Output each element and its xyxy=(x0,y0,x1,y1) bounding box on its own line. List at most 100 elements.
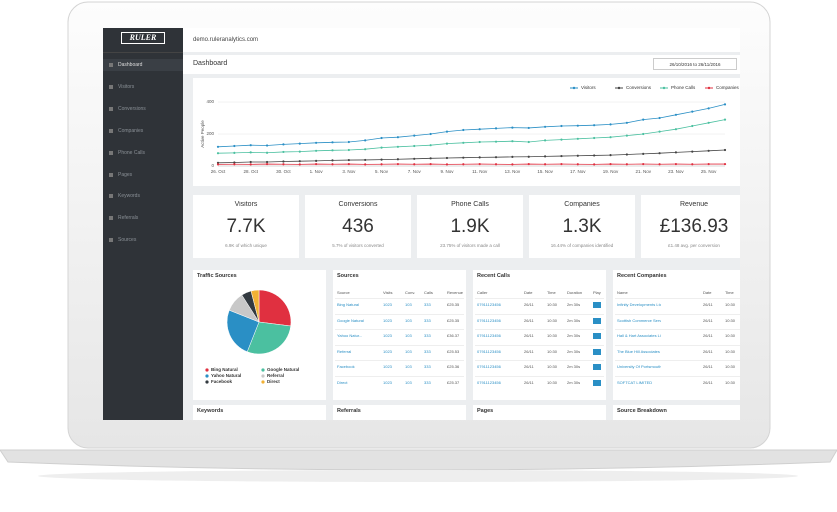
data-point xyxy=(478,140,481,144)
data-point xyxy=(445,156,449,160)
data-point xyxy=(413,157,416,160)
data-point xyxy=(298,163,301,166)
row-divider xyxy=(615,360,740,361)
play-button[interactable] xyxy=(593,348,601,355)
data-point xyxy=(347,148,350,152)
cell[interactable]: Direct xyxy=(337,379,348,385)
panel-title: Keywords xyxy=(197,408,224,414)
cell[interactable]: SOFTCAT LIMITED xyxy=(617,379,653,385)
kpi-card: Companies 1.3K 16.44% of companies identif… xyxy=(529,195,635,258)
column-header: Calls xyxy=(424,290,433,295)
x-tick-label: 5. Nov xyxy=(375,169,389,174)
cell: 1023 xyxy=(383,364,392,369)
cell: 10:30 xyxy=(547,364,558,369)
data-point xyxy=(249,163,252,166)
menu-icon xyxy=(109,238,113,243)
x-tick-label: 21. Nov xyxy=(635,169,651,174)
menu-item[interactable]: Referrals xyxy=(118,215,139,222)
data-point xyxy=(593,163,596,166)
play-button[interactable] xyxy=(593,333,601,339)
data-point xyxy=(364,139,367,142)
menu-item[interactable]: Keywords xyxy=(118,193,140,200)
cell[interactable]: Hall & Hart Associates Limited xyxy=(617,333,661,338)
x-tick-label: 1. Nov xyxy=(310,169,324,174)
date-range[interactable]: 26/10/2016 to 26/11/2016 xyxy=(653,58,737,70)
cell: 1023 xyxy=(383,348,392,354)
data-point xyxy=(511,126,514,129)
data-point xyxy=(445,142,449,145)
data-point xyxy=(216,163,220,166)
cell[interactable]: 07911123456 xyxy=(477,379,501,385)
cell[interactable]: Referral xyxy=(337,348,352,354)
legend-dot xyxy=(205,380,209,384)
data-point xyxy=(396,158,400,161)
data-point xyxy=(560,162,563,166)
data-point xyxy=(527,126,530,130)
cell: 103 xyxy=(405,333,412,338)
cell: 26/11 xyxy=(703,317,713,323)
data-point xyxy=(625,134,628,137)
cell: £25.36 xyxy=(447,364,460,369)
cell[interactable]: 07911123456 xyxy=(477,317,501,323)
data-point xyxy=(625,163,628,166)
menu-item[interactable]: Visitors xyxy=(118,83,135,90)
menu-item[interactable]: Conversions xyxy=(118,105,146,112)
data-point xyxy=(674,113,678,116)
menu-item[interactable]: Phone Calls xyxy=(118,149,145,156)
kpi-card: Revenue £136.93 £1.48 avg. per conversion xyxy=(641,195,740,258)
cell: 26/11 xyxy=(524,333,534,338)
cell: 10:30 xyxy=(725,348,736,354)
kpi-label: Revenue xyxy=(679,201,709,208)
column-header: Source xyxy=(337,290,350,295)
cell[interactable]: University Of Portsmouth Hi... xyxy=(617,364,661,369)
bottom-panel: Pages xyxy=(473,405,606,420)
data-point xyxy=(413,163,416,166)
data-point xyxy=(642,132,645,136)
kpi-note: £1.48 avg. per conversion xyxy=(668,243,720,248)
legend-dot xyxy=(205,374,209,378)
cell[interactable]: Yahoo Natur... xyxy=(337,333,363,338)
cell[interactable]: Infinity Developments Ltd xyxy=(617,302,661,307)
menu-item[interactable]: Pages xyxy=(118,171,133,178)
data-point xyxy=(462,163,465,166)
menu-item[interactable]: Dashboard xyxy=(118,62,143,68)
data-point xyxy=(249,160,252,164)
x-tick-label: 25. Nov xyxy=(701,169,717,174)
data-point xyxy=(511,163,514,166)
legend-label: Companies xyxy=(716,85,740,90)
play-button[interactable] xyxy=(593,317,601,324)
cell: 26/11 xyxy=(703,302,713,307)
column-header: Name xyxy=(617,290,628,295)
cell[interactable]: The Blue Hill Associates Corporat... xyxy=(617,348,661,354)
play-button[interactable] xyxy=(593,379,601,386)
page-title: Dashboard xyxy=(193,60,228,67)
menu-icon xyxy=(109,84,113,89)
cell: 10:30 xyxy=(725,333,736,338)
data-point xyxy=(576,163,579,166)
data-point xyxy=(331,159,334,162)
data-point xyxy=(396,136,400,139)
cell[interactable]: 07911123456 xyxy=(477,364,501,369)
data-point xyxy=(494,140,498,143)
top-bar xyxy=(183,28,740,52)
table-panel: Recent Companies Name Date Time Infinity Dev… xyxy=(613,270,740,400)
cell[interactable]: 07911123456 xyxy=(477,348,501,354)
cell[interactable]: Scottish Commerce Services Age... xyxy=(617,317,661,323)
cell[interactable]: Google Natural xyxy=(337,317,364,323)
menu-item[interactable]: Companies xyxy=(118,127,144,134)
data-point xyxy=(494,127,498,130)
cell: 10:30 xyxy=(725,317,736,323)
data-point xyxy=(233,151,236,154)
data-point xyxy=(576,124,579,127)
play-button[interactable] xyxy=(593,302,601,308)
cell: 1023 xyxy=(383,302,392,307)
url[interactable]: demo.ruleranalytics.com xyxy=(193,37,259,43)
panel-title: Recent Companies xyxy=(617,273,667,279)
cell[interactable]: 07911123456 xyxy=(477,333,501,338)
kpi-label: Companies xyxy=(564,201,600,208)
menu-item[interactable]: Sources xyxy=(118,237,137,244)
play-button[interactable] xyxy=(593,364,601,370)
cell[interactable]: 07911123456 xyxy=(477,302,501,307)
cell[interactable]: Bing Natural xyxy=(337,302,360,307)
cell[interactable]: Facebook xyxy=(337,364,355,369)
